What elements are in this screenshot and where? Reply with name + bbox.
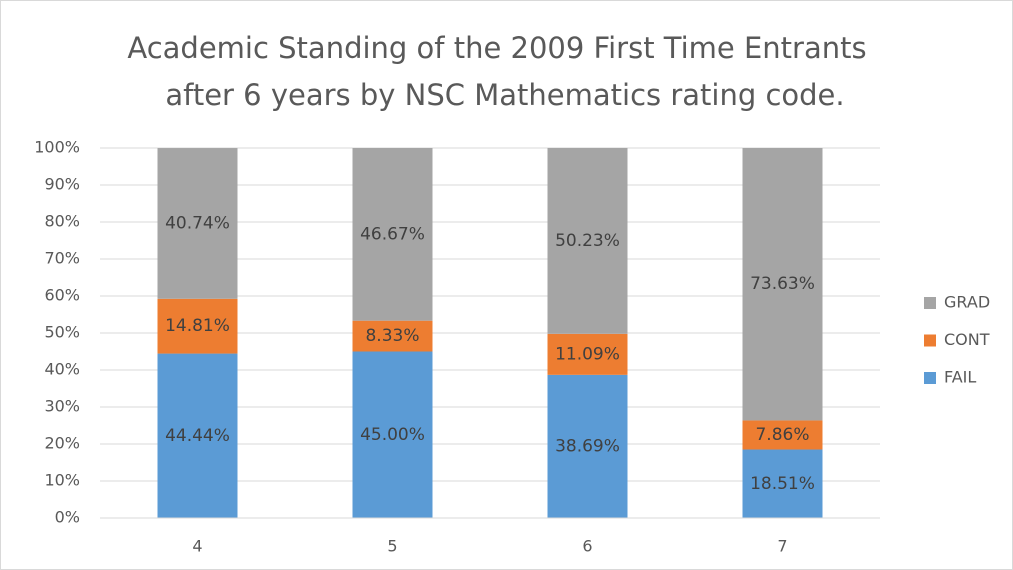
data-label: 38.69% [555,436,620,456]
bar-segment [352,148,433,321]
legend-swatch [924,372,936,384]
data-label: 45.00% [360,425,425,445]
x-tick-label: 5 [387,537,397,556]
data-label: 18.51% [750,474,815,494]
bar-segment [547,333,628,375]
legend-label: FAIL [944,368,976,387]
data-label: 8.33% [365,326,419,346]
y-tick-label: 90% [44,175,80,194]
data-label: 14.81% [165,316,230,336]
legend-swatch [924,334,936,347]
bar-segment [547,374,628,518]
chart-title: Academic Standing of the 2009 First Time… [127,31,866,65]
legend-label: GRAD [944,293,990,312]
data-label: 73.63% [750,274,815,294]
y-tick-label: 0% [55,508,80,527]
y-tick-label: 80% [44,212,80,231]
y-tick-label: 100% [34,138,80,157]
y-tick-label: 40% [44,360,80,379]
data-label: 11.09% [555,344,620,364]
data-label: 50.23% [555,231,620,251]
data-label: 46.67% [360,224,425,244]
data-label: 44.44% [165,426,230,446]
bar-segment [157,298,238,354]
legend-swatch [924,297,936,309]
legend-label: CONT [944,330,990,349]
bar-segment [352,320,433,352]
bar-segment [742,449,823,518]
data-label: 7.86% [755,425,809,445]
bar-segment [157,353,238,518]
y-tick-label: 60% [44,286,80,305]
bar-segment [742,148,823,421]
x-tick-label: 4 [192,537,202,556]
bar-segment [352,351,433,518]
y-tick-label: 50% [44,323,80,342]
bar-segment [742,420,823,450]
y-tick-label: 30% [44,397,80,416]
bar-segment [547,147,628,334]
bar-segment [157,148,238,299]
x-tick-label: 7 [777,537,787,556]
y-tick-label: 20% [44,434,80,453]
y-tick-label: 10% [44,471,80,490]
x-tick-label: 6 [582,537,592,556]
chart-title: after 6 years by NSC Mathematics rating … [165,78,844,112]
y-tick-label: 70% [44,249,80,268]
data-label: 40.74% [165,213,230,233]
